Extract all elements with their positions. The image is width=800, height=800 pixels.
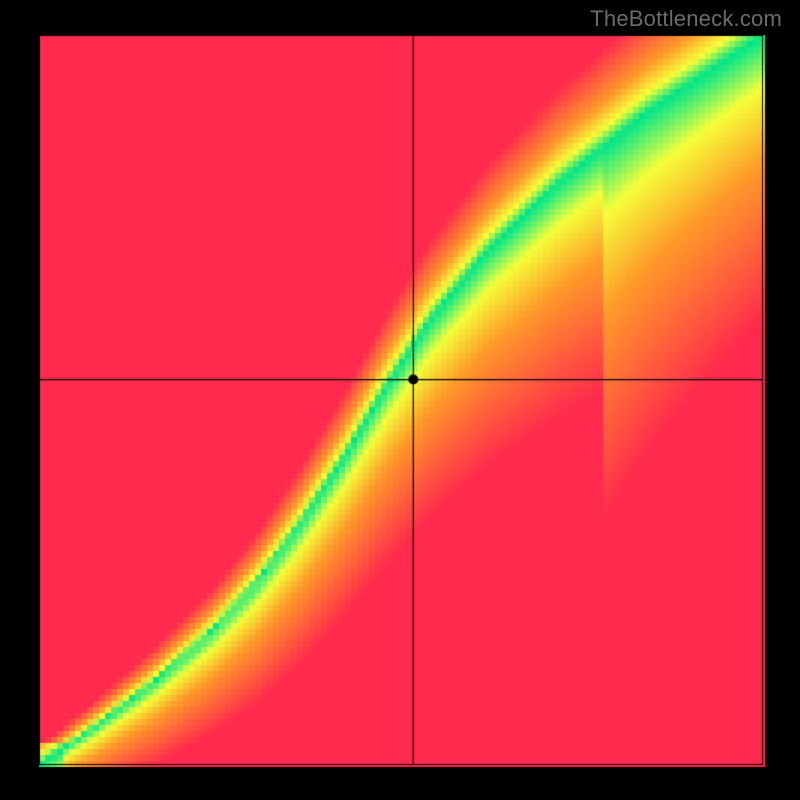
bottleneck-heatmap-canvas [0, 0, 800, 800]
chart-stage [0, 0, 800, 800]
watermark-text: TheBottleneck.com [590, 6, 782, 32]
